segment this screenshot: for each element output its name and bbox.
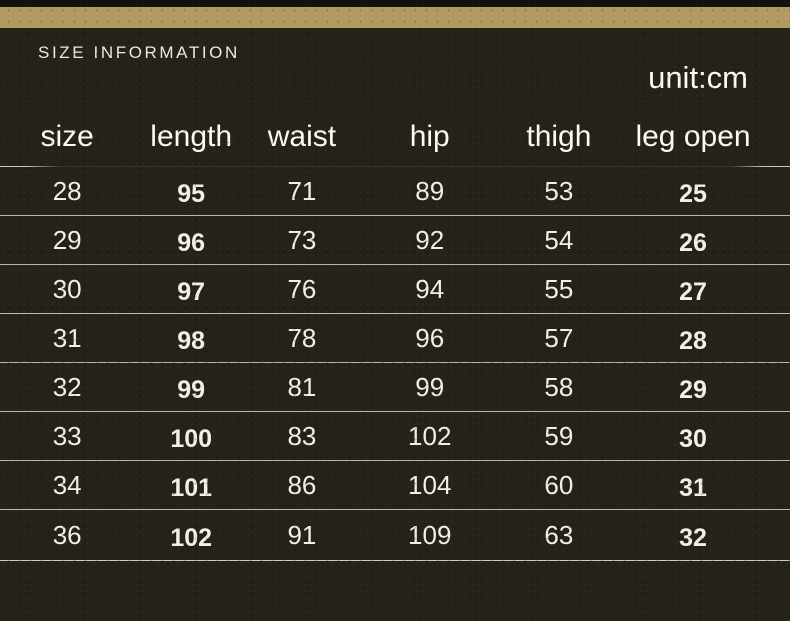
cell-hip: 102 bbox=[408, 420, 452, 451]
header-thigh: thigh bbox=[526, 120, 592, 153]
cell-length: 98 bbox=[177, 326, 206, 355]
cell-hip: 92 bbox=[415, 224, 445, 255]
cell-waist: 91 bbox=[287, 519, 317, 550]
table-header-row: size length waist hip thigh leg open bbox=[0, 96, 790, 154]
table-row: 29 96 73 92 54 26 bbox=[0, 216, 790, 265]
cell-thigh: 58 bbox=[544, 371, 574, 402]
table-row: 32 99 81 99 58 29 bbox=[0, 363, 790, 412]
cell-waist: 83 bbox=[287, 420, 317, 451]
cell-size: 28 bbox=[52, 175, 82, 206]
cell-size: 33 bbox=[52, 420, 82, 451]
cell-size: 29 bbox=[52, 224, 82, 255]
table-row: 33 100 83 102 59 30 bbox=[0, 412, 790, 461]
header-waist: waist bbox=[267, 120, 337, 153]
cell-length: 100 bbox=[170, 424, 213, 453]
cell-hip: 89 bbox=[415, 175, 445, 206]
cell-thigh: 53 bbox=[544, 175, 574, 206]
cell-size: 34 bbox=[52, 469, 82, 500]
header-hip: hip bbox=[409, 120, 450, 153]
cell-length: 96 bbox=[177, 228, 206, 257]
cell-thigh: 54 bbox=[544, 224, 574, 255]
cell-hip: 99 bbox=[415, 371, 445, 402]
size-table: size length waist hip thigh leg open 28 9… bbox=[0, 96, 790, 561]
table-row: 28 95 71 89 53 25 bbox=[0, 167, 790, 216]
header-leg-open: leg open bbox=[635, 120, 751, 153]
cell-size: 32 bbox=[52, 371, 82, 402]
unit-label: unit:cm bbox=[648, 60, 748, 95]
cell-leg-open: 32 bbox=[679, 523, 707, 552]
cell-size: 30 bbox=[52, 273, 82, 304]
cell-leg-open: 25 bbox=[679, 179, 707, 208]
cell-thigh: 55 bbox=[544, 273, 574, 304]
cell-waist: 76 bbox=[287, 273, 317, 304]
cell-leg-open: 31 bbox=[679, 473, 707, 502]
cell-waist: 71 bbox=[287, 175, 317, 206]
header-length: length bbox=[150, 120, 233, 153]
table-row: 36 102 91 109 63 32 bbox=[0, 510, 790, 561]
cell-leg-open: 27 bbox=[679, 277, 707, 306]
gold-accent-bar bbox=[0, 7, 790, 28]
cell-hip: 109 bbox=[408, 519, 452, 550]
header-size: size bbox=[40, 120, 94, 153]
cell-leg-open: 29 bbox=[679, 375, 707, 404]
cell-hip: 96 bbox=[415, 322, 445, 353]
cell-hip: 104 bbox=[408, 469, 452, 500]
table-row: 34 101 86 104 60 31 bbox=[0, 461, 790, 510]
cell-length: 97 bbox=[177, 277, 206, 306]
cell-waist: 86 bbox=[287, 469, 317, 500]
cell-waist: 81 bbox=[287, 371, 317, 402]
cell-length: 95 bbox=[177, 179, 206, 208]
cell-thigh: 59 bbox=[544, 420, 574, 451]
cell-size: 31 bbox=[52, 322, 82, 353]
cell-leg-open: 30 bbox=[679, 424, 707, 453]
cell-thigh: 60 bbox=[544, 469, 574, 500]
cell-thigh: 63 bbox=[544, 519, 574, 550]
cell-waist: 78 bbox=[287, 322, 317, 353]
table-row: 31 98 78 96 57 28 bbox=[0, 314, 790, 363]
section-title: SIZE INFORMATION bbox=[38, 43, 240, 62]
cell-leg-open: 28 bbox=[679, 326, 707, 355]
cell-waist: 73 bbox=[287, 224, 317, 255]
cell-hip: 94 bbox=[415, 273, 445, 304]
cell-length: 99 bbox=[177, 375, 206, 404]
cell-thigh: 57 bbox=[544, 322, 574, 353]
top-strip bbox=[0, 0, 790, 7]
cell-length: 101 bbox=[170, 473, 213, 502]
cell-size: 36 bbox=[52, 519, 82, 550]
header-divider bbox=[0, 166, 790, 167]
table-row: 30 97 76 94 55 27 bbox=[0, 265, 790, 314]
cell-leg-open: 26 bbox=[679, 228, 707, 257]
cell-length: 102 bbox=[170, 523, 213, 552]
table-body: 28 95 71 89 53 25 29 96 73 92 54 26 30 97 76 94 55 27 31 98… bbox=[0, 167, 790, 561]
